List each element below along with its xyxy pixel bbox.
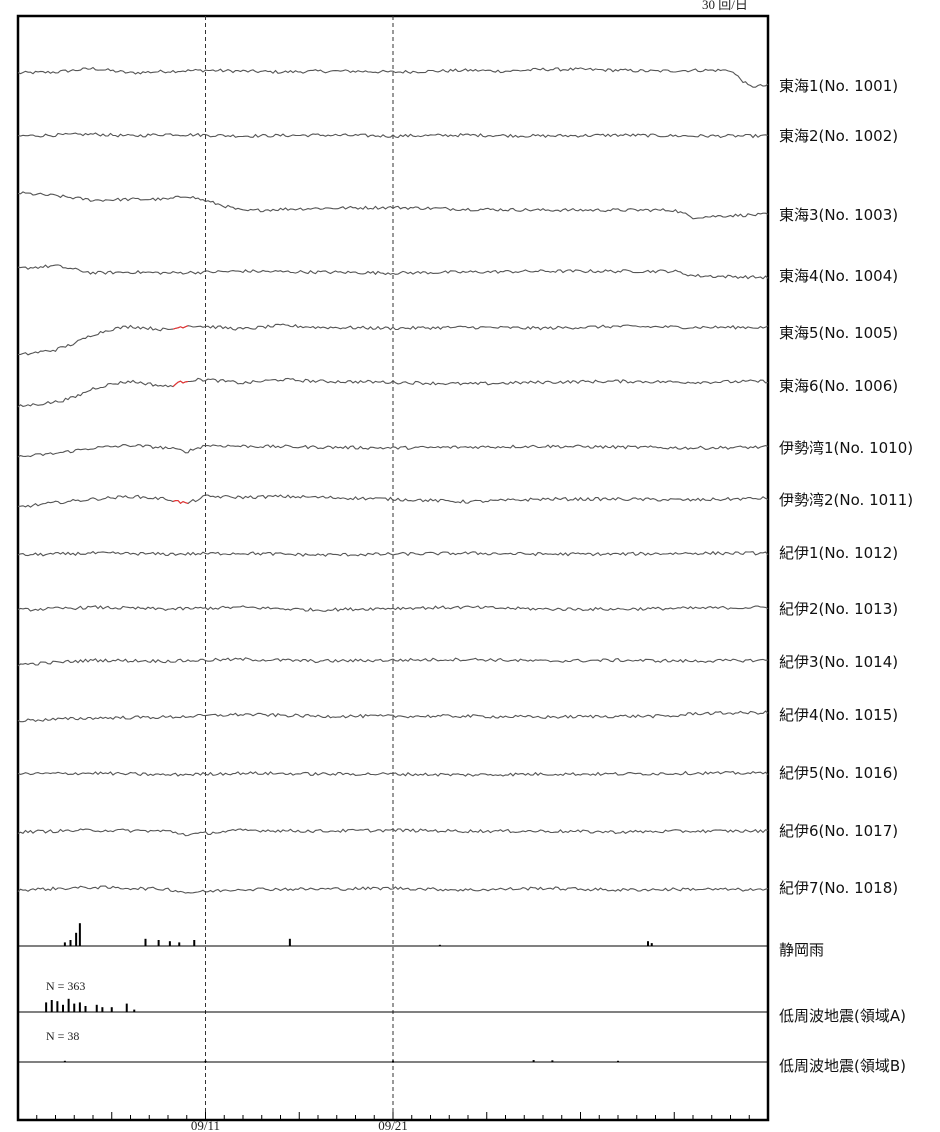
bar — [50, 1000, 53, 1012]
series-line — [17, 191, 769, 220]
bar — [125, 1003, 128, 1012]
bar — [69, 940, 72, 946]
bar — [95, 1004, 98, 1012]
bar — [63, 1060, 66, 1062]
bar — [62, 1004, 64, 1012]
series-label: 東海5(No. 1005) — [779, 324, 898, 342]
bar — [45, 1002, 48, 1012]
panel-count-label: N = 363 — [46, 979, 85, 993]
series-line — [17, 550, 769, 557]
bar — [650, 943, 653, 946]
bar — [532, 1060, 535, 1062]
series-line — [17, 132, 769, 139]
x-tick-label: 09/11 — [191, 1118, 220, 1132]
panel-label: 低周波地震(領域A) — [779, 1007, 906, 1025]
series-label: 東海4(No. 1004) — [779, 267, 898, 285]
bar — [647, 941, 649, 946]
bar — [178, 942, 181, 946]
bar — [204, 1060, 207, 1062]
bar — [157, 940, 160, 946]
series-label: 東海1(No. 1001) — [779, 77, 898, 95]
series-line — [17, 657, 769, 667]
bar — [551, 1060, 554, 1062]
bar — [84, 1006, 87, 1012]
series-label: 紀伊1(No. 1012) — [779, 544, 898, 562]
series-highlight-segment — [172, 325, 189, 330]
series-line — [17, 710, 769, 723]
x-tick-label: 09/21 — [378, 1118, 408, 1132]
bar — [75, 932, 78, 946]
bar — [438, 944, 441, 946]
series-label: 紀伊5(No. 1016) — [779, 764, 898, 782]
series-label: 東海6(No. 1006) — [779, 377, 898, 395]
series-label: 東海3(No. 1003) — [779, 206, 898, 224]
bar — [67, 998, 70, 1012]
bar — [78, 1002, 81, 1012]
series-line — [17, 494, 769, 508]
bar — [73, 1003, 76, 1012]
bar — [144, 938, 147, 946]
panel-count-label: N = 38 — [46, 1029, 79, 1043]
bar — [78, 923, 81, 946]
series-highlight-segment — [172, 380, 189, 388]
panel-label: 静岡雨 — [779, 941, 824, 959]
series-line — [17, 444, 769, 458]
bar — [63, 942, 66, 946]
bar — [392, 1060, 394, 1062]
header-scale-label: 30 回/日 — [702, 0, 748, 12]
series-line — [17, 323, 769, 356]
bar — [133, 1009, 136, 1012]
series-label: 伊勢湾1(No. 1010) — [779, 439, 913, 457]
series-label: 紀伊2(No. 1013) — [779, 600, 898, 618]
series-label: 紀伊6(No. 1017) — [779, 822, 898, 840]
bar — [56, 1001, 59, 1012]
series-line — [17, 377, 769, 408]
series-line — [17, 828, 769, 837]
series-label: 紀伊7(No. 1018) — [779, 879, 898, 897]
series-line — [17, 66, 769, 88]
series-highlight-segment — [172, 499, 189, 505]
panel-label: 低周波地震(領域B) — [779, 1057, 906, 1075]
series-label: 東海2(No. 1002) — [779, 127, 898, 145]
bar — [288, 938, 291, 946]
bar — [110, 1007, 113, 1012]
series-label: 紀伊4(No. 1015) — [779, 706, 898, 724]
series-label: 伊勢湾2(No. 1011) — [779, 491, 913, 509]
series-line — [17, 264, 769, 280]
series-label: 紀伊3(No. 1014) — [779, 653, 898, 671]
bar — [168, 941, 171, 946]
series-line — [17, 605, 769, 612]
series-line — [17, 770, 769, 777]
series-line — [17, 885, 769, 894]
bar — [617, 1060, 619, 1062]
bar — [101, 1007, 104, 1012]
bar — [193, 940, 196, 946]
